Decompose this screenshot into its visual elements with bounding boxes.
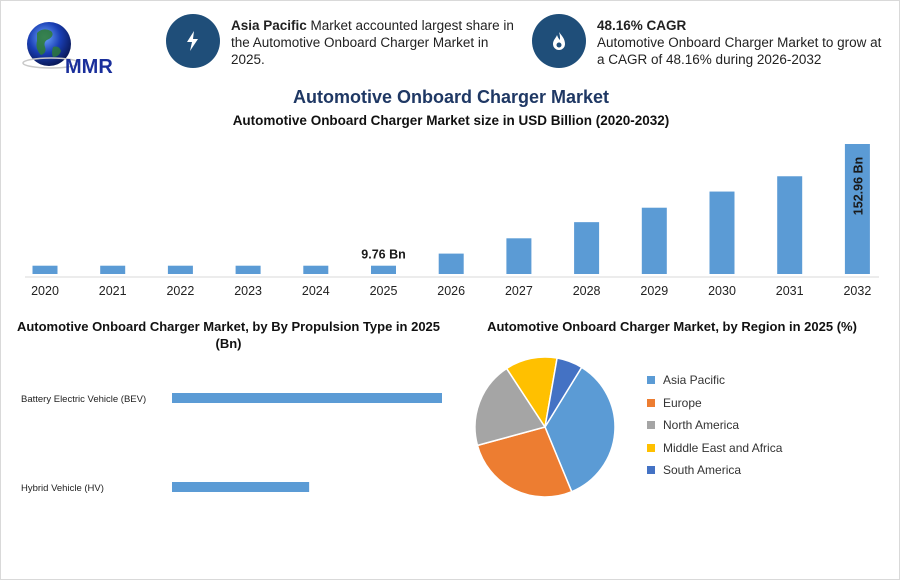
propulsion-category-label: Battery Electric Vehicle (BEV) — [21, 394, 146, 405]
x-tick-label: 2023 — [234, 284, 262, 298]
legend-item: South America — [647, 459, 782, 482]
main-title: Automotive Onboard Charger Market — [292, 87, 610, 107]
propulsion-bar-chart: Battery Electric Vehicle (BEV) Hybrid Veh… — [21, 393, 442, 494]
region-chart-title: Automotive Onboard Charger Market, by Re… — [487, 319, 857, 334]
x-tick-label: 2032 — [843, 284, 871, 298]
x-tick-label: 2024 — [302, 284, 330, 298]
bar-2024 — [303, 265, 329, 274]
bar-2027 — [506, 238, 532, 274]
x-tick-label: 2025 — [370, 284, 398, 298]
x-tick-label: 2029 — [640, 284, 668, 298]
propulsion-category-label: Hybrid Vehicle (HV) — [21, 483, 104, 494]
pie-slice — [474, 367, 547, 447]
pie-slice — [476, 426, 573, 498]
legend-label: Middle East and Africa — [663, 440, 783, 455]
bar-2022 — [167, 265, 193, 274]
bar-2030 — [709, 191, 735, 274]
legend-swatch — [647, 421, 655, 430]
pie-slice — [544, 366, 616, 493]
legend-swatch — [647, 466, 655, 475]
market-size-bar-chart: 2020 2021 2022 2023 2024 2025 2026 2027 2028 2029… — [25, 144, 879, 298]
highlight-bold: Asia Pacific — [231, 18, 307, 33]
legend-swatch — [647, 376, 655, 385]
bar-2025 — [371, 265, 396, 274]
propulsion-chart-title: Automotive Onboard Charger Market, by By… — [16, 319, 441, 351]
bar-2031 — [777, 176, 803, 274]
legend-item: North America — [647, 414, 782, 437]
lightning-icon — [166, 14, 220, 68]
data-label: 152.96 Bn — [851, 157, 865, 215]
legend-swatch — [647, 443, 655, 452]
legend-item: Asia Pacific — [647, 369, 782, 392]
region-legend: Asia Pacific Europe North America Middle Ea… — [647, 369, 782, 482]
legend-label: North America — [663, 418, 740, 433]
x-tick-label: 2027 — [505, 284, 533, 298]
bar-2029 — [641, 207, 667, 274]
data-label: 9.76 Bn — [361, 248, 405, 262]
bar-2021 — [100, 265, 126, 274]
legend-label: South America — [663, 463, 742, 478]
highlight-bold: 48.16% CAGR — [597, 18, 687, 33]
highlight-text: Automotive Onboard Charger Market to gro… — [597, 35, 882, 67]
bar-2020 — [32, 265, 58, 274]
x-tick-label: 2026 — [437, 284, 465, 298]
bar-2032 — [844, 144, 870, 274]
bar-2026 — [438, 253, 464, 274]
pie-slice — [544, 357, 583, 428]
legend-swatch — [647, 398, 655, 407]
propulsion-bar — [172, 393, 442, 403]
mmr-logo: MMR — [22, 22, 113, 78]
legend-item: Europe — [647, 392, 782, 415]
region-pie-chart — [474, 356, 616, 498]
x-tick-label: 2028 — [573, 284, 601, 298]
flame-icon — [532, 14, 586, 68]
logo-text: MMR — [65, 56, 113, 78]
x-tick-label: 2021 — [99, 284, 127, 298]
legend-label: Europe — [663, 395, 702, 410]
propulsion-bar — [172, 482, 310, 492]
highlight-text: Market accounted largest share in the Au… — [231, 18, 514, 67]
x-tick-label: 2020 — [31, 284, 59, 298]
bar-2023 — [235, 265, 261, 274]
highlight-cagr: 48.16% CAGR Automotive Onboard Charger M… — [597, 17, 892, 68]
x-tick-label: 2030 — [708, 284, 736, 298]
x-tick-label: 2031 — [776, 284, 804, 298]
highlight-asia-pacific: Asia Pacific Market accounted largest sh… — [231, 17, 523, 68]
legend-item: Middle East and Africa — [647, 437, 782, 460]
legend-label: Asia Pacific — [663, 373, 726, 388]
x-tick-label: 2022 — [166, 284, 194, 298]
chart-subtitle: Automotive Onboard Charger Market size i… — [232, 113, 670, 128]
bar-2028 — [574, 222, 600, 274]
